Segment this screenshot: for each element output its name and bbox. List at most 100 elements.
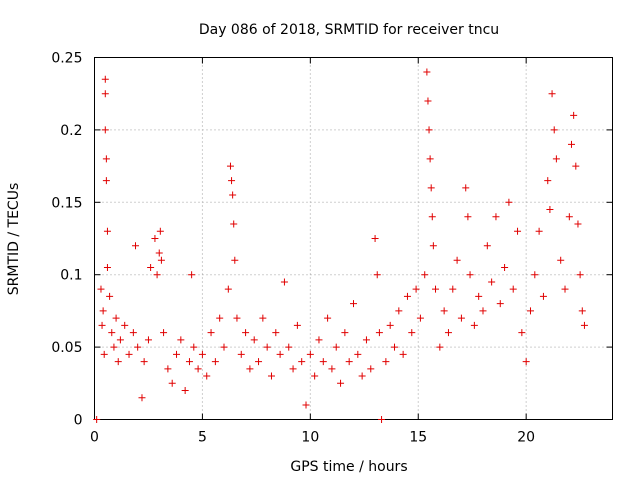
grid <box>94 57 613 420</box>
data-point <box>341 329 349 337</box>
data-point <box>185 358 193 366</box>
data-point <box>337 379 345 387</box>
data-point <box>546 206 554 214</box>
data-point <box>514 227 522 235</box>
data-point <box>505 198 513 206</box>
data-point <box>157 256 165 264</box>
data-point <box>153 271 161 279</box>
data-point <box>98 321 106 329</box>
data-point <box>319 358 327 366</box>
data-point <box>395 307 403 315</box>
data-point <box>155 249 163 257</box>
data-point <box>428 213 436 221</box>
data-point <box>425 126 433 134</box>
data-point <box>125 350 133 358</box>
data-point <box>230 220 238 228</box>
data-point <box>168 379 176 387</box>
data-point <box>194 365 202 373</box>
data-point <box>293 321 301 329</box>
data-point <box>302 401 310 409</box>
plot-frame <box>94 57 613 420</box>
data-point <box>576 271 584 279</box>
data-point <box>367 365 375 373</box>
data-point <box>226 162 234 170</box>
data-point <box>285 343 293 351</box>
data-point <box>207 329 215 337</box>
data-point <box>272 329 280 337</box>
data-point <box>403 292 411 300</box>
data-point <box>151 235 159 242</box>
data-point <box>229 191 237 199</box>
data-point <box>358 372 366 380</box>
axis-ticks <box>94 57 613 420</box>
data-point <box>449 285 457 293</box>
data-point <box>565 213 573 221</box>
data-point <box>509 285 517 293</box>
data-point <box>362 336 370 344</box>
data-point <box>350 300 357 308</box>
data-point <box>378 416 386 423</box>
x-axis-label: GPS time / hours <box>290 459 407 475</box>
data-point <box>492 213 500 221</box>
data-point <box>250 336 258 344</box>
data-point <box>453 256 461 264</box>
x-tick-labels: 0 5 10 15 20 <box>90 430 535 446</box>
data-point <box>246 365 254 373</box>
data-point <box>479 307 487 315</box>
data-point <box>188 271 196 279</box>
data-point <box>423 68 431 76</box>
data-point <box>522 358 530 366</box>
data-point <box>332 343 340 351</box>
data-point <box>429 242 437 250</box>
data-point <box>544 177 552 185</box>
data-point <box>102 155 110 163</box>
data-point <box>97 285 105 293</box>
data-point <box>345 358 353 366</box>
data-point <box>220 343 228 351</box>
data-point <box>134 343 142 351</box>
data-point <box>424 97 432 105</box>
data-point <box>475 292 483 300</box>
data-point <box>531 271 539 279</box>
data-point <box>539 292 547 300</box>
x-tick-label: 10 <box>301 430 319 446</box>
data-point <box>526 307 534 315</box>
data-point <box>211 358 219 366</box>
x-tick-label: 20 <box>517 430 535 446</box>
data-point <box>110 343 118 351</box>
data-point <box>103 263 111 271</box>
data-point <box>93 416 101 423</box>
data-point <box>570 111 578 119</box>
data-point <box>116 336 124 344</box>
y-tick-label: 0.15 <box>51 195 82 211</box>
x-tick-label: 5 <box>198 430 207 446</box>
data-point <box>102 177 110 185</box>
data-point <box>140 358 148 366</box>
data-point <box>160 329 168 337</box>
data-point <box>462 184 470 192</box>
data-point <box>147 263 155 271</box>
data-point <box>306 350 314 358</box>
data-point <box>416 314 424 322</box>
data-point <box>496 300 504 308</box>
data-point <box>177 336 185 344</box>
data-point <box>315 336 323 344</box>
data-point <box>144 336 152 344</box>
y-tick-label: 0.2 <box>60 123 82 139</box>
data-point <box>190 343 198 351</box>
data-point <box>518 329 526 337</box>
data-point <box>203 372 211 380</box>
data-point <box>567 140 575 148</box>
data-point <box>427 184 435 192</box>
data-point <box>574 220 582 228</box>
y-tick-labels: 0 0.05 0.1 0.15 0.2 0.25 <box>51 51 82 429</box>
y-tick-label: 0 <box>74 413 83 429</box>
data-point <box>156 227 164 235</box>
data-point <box>106 292 114 300</box>
data-point <box>103 227 111 235</box>
data-point <box>237 350 245 358</box>
data-point <box>280 278 288 286</box>
data-point <box>371 235 379 242</box>
data-point <box>101 75 109 83</box>
